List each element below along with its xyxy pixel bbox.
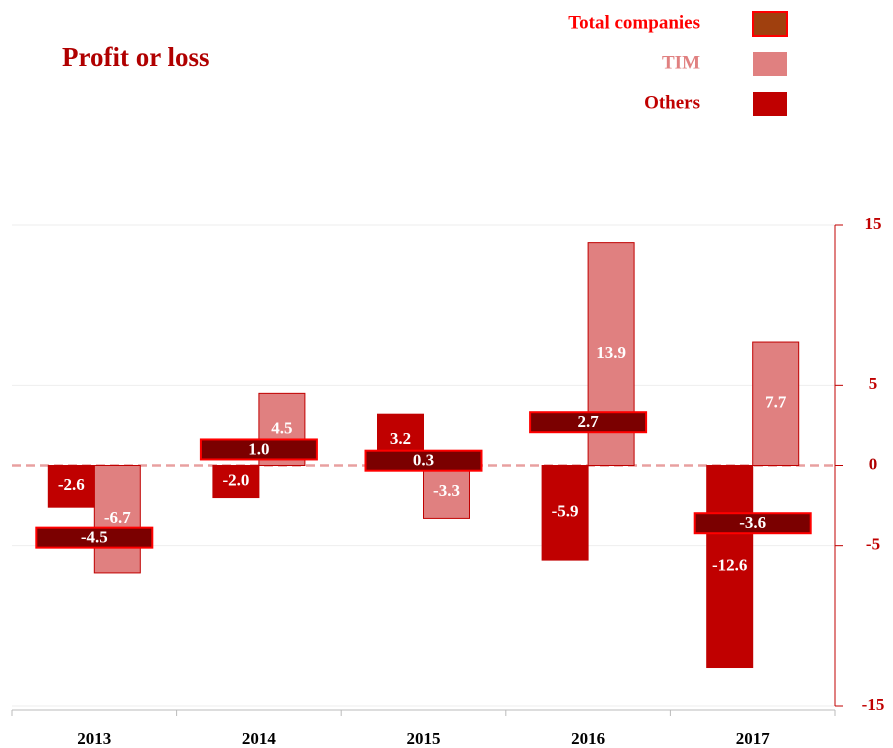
bar	[706, 465, 754, 669]
legend-swatch	[752, 11, 788, 37]
bar	[752, 341, 800, 466]
bar	[47, 465, 95, 508]
data-label: -12.6	[712, 555, 747, 574]
x-tick-label: 2017	[736, 729, 771, 748]
data-label: -2.0	[222, 470, 249, 489]
data-label: 13.9	[596, 343, 626, 362]
chart-title: Profit or loss	[62, 42, 210, 72]
data-label: 0.3	[413, 451, 434, 470]
y-tick-label: -15	[862, 695, 885, 714]
y-tick-label: -5	[866, 535, 880, 554]
data-label: -2.6	[58, 475, 85, 494]
legend-label: TIM	[662, 52, 700, 73]
y-tick-label: 15	[865, 214, 882, 233]
y-tick-label: 5	[869, 374, 878, 393]
data-label: 2.7	[577, 412, 599, 431]
total-bar	[199, 438, 318, 461]
data-label: -6.7	[104, 508, 131, 527]
data-label: -5.9	[552, 502, 579, 521]
data-label: 7.7	[765, 393, 787, 412]
legend-swatch	[753, 92, 787, 116]
data-label: 3.2	[390, 429, 411, 448]
legend-swatch	[753, 52, 787, 76]
legend-label: Total companies	[568, 12, 700, 33]
total-bar	[693, 512, 812, 535]
x-tick-label: 2014	[242, 729, 277, 748]
bar	[212, 465, 260, 499]
bar	[93, 465, 141, 574]
data-label: -3.6	[739, 513, 766, 532]
data-label: -3.3	[433, 481, 460, 500]
legend-label: Others	[644, 92, 700, 113]
total-bar	[35, 526, 154, 549]
y-tick-label: 0	[869, 454, 878, 473]
x-tick-label: 2013	[77, 729, 111, 748]
x-tick-label: 2015	[407, 729, 441, 748]
total-bar	[364, 449, 483, 472]
total-bar	[529, 411, 648, 434]
bar	[541, 465, 589, 561]
data-label: -4.5	[81, 528, 108, 547]
data-label: 1.0	[248, 439, 269, 458]
bar	[423, 465, 470, 519]
data-label: 4.5	[271, 418, 292, 437]
x-tick-label: 2016	[571, 729, 605, 748]
